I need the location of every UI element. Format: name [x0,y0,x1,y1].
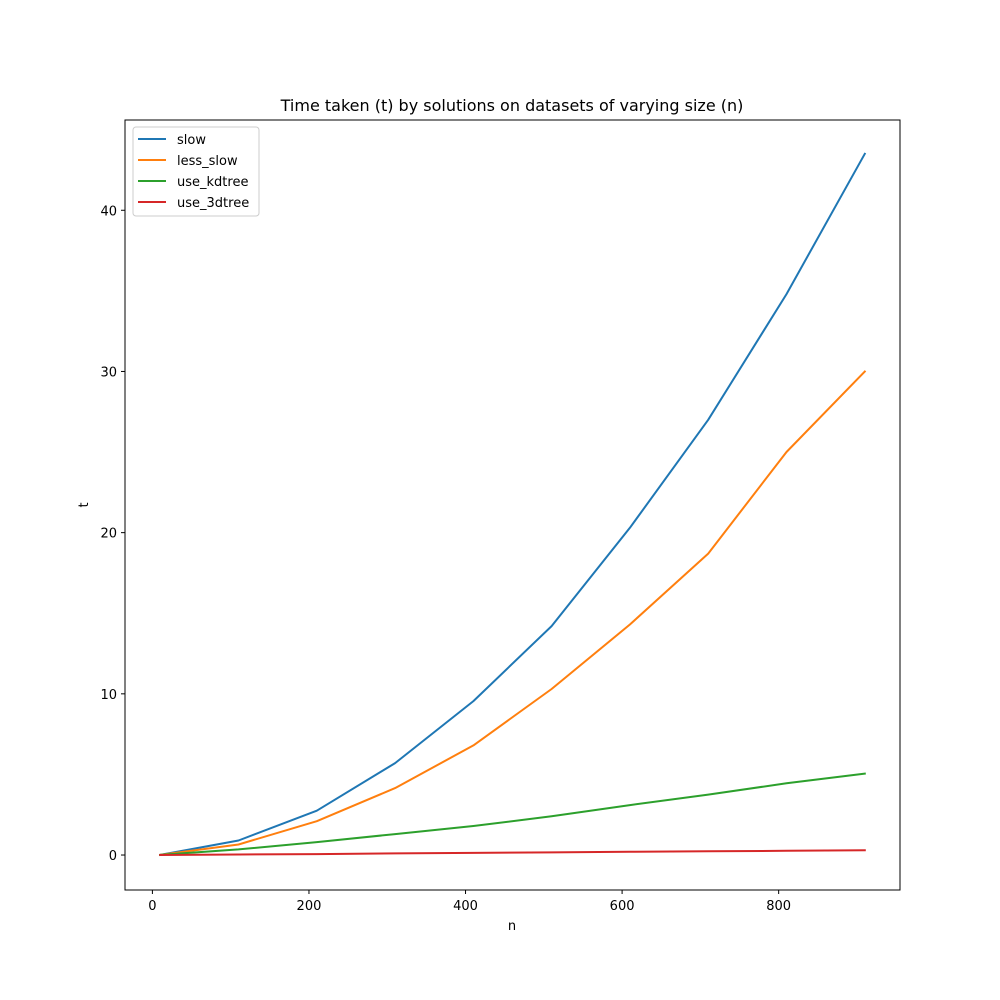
y-tick-label: 40 [100,204,117,219]
series-line-use_kdtree [159,772,866,856]
axes-frame [124,119,901,891]
legend-label-use_3dtree: use_3dtree [177,196,249,211]
series-line-use_3dtree [159,849,866,857]
chart-title: Time taken (t) by solutions on datasets … [280,96,744,115]
y-tick-label: 20 [100,527,117,542]
x-tick-label: 200 [297,899,322,914]
x-tick-label: 400 [453,899,478,914]
x-tick-label: 0 [148,899,156,914]
x-tick-label: 600 [610,899,635,914]
legend-label-slow: slow [177,133,206,148]
plot-area [159,152,867,857]
y-axis-label: t [77,502,92,507]
x-tick-label: 800 [766,899,791,914]
legend: slow less_slow use_kdtree use_3dtree [132,126,260,217]
x-axis-label: n [508,919,516,934]
legend-label-less_slow: less_slow [177,154,238,169]
legend-box [132,126,260,217]
legend-label-use_kdtree: use_kdtree [177,175,248,190]
y-tick-label: 0 [109,849,117,864]
axis-ticks: 0 200 400 600 800 0 10 20 30 40 [100,204,791,914]
series-line-less_slow [159,370,867,857]
y-tick-label: 30 [100,365,117,380]
y-tick-label: 10 [100,688,117,703]
series-line-slow [159,152,867,857]
